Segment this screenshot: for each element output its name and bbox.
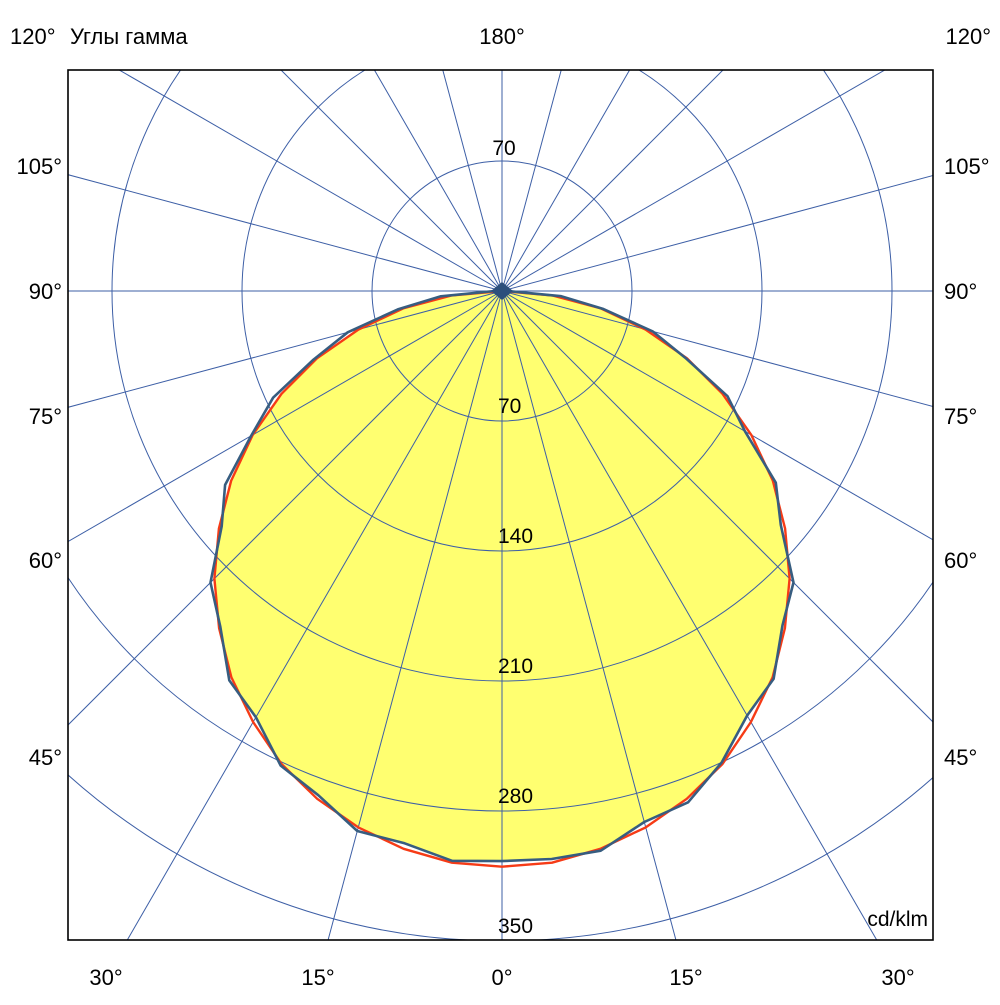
chart-title: Углы гамма [70, 24, 188, 49]
grid-ray [68, 290, 503, 726]
grid-ray [280, 70, 503, 292]
left-angle-label-90: 90° [29, 279, 62, 304]
corner-angle-top-right: 120° [945, 24, 991, 49]
grid-ray [501, 290, 677, 940]
polar-origin-marker [491, 282, 513, 300]
grid-ray [373, 70, 503, 292]
right-angle-label-60: 60° [944, 548, 977, 573]
bottom-angle-label-15: 15° [669, 965, 702, 990]
bottom-angle-label-30: 30° [89, 965, 122, 990]
bottom-angle-label-15: 15° [301, 965, 334, 990]
ring-label-350: 350 [498, 915, 533, 938]
left-angle-label-45: 45° [29, 745, 62, 770]
top-center-angle: 180° [479, 24, 525, 49]
ring-label-210: 210 [498, 655, 533, 678]
grid-ray [501, 70, 562, 292]
right-angle-label-45: 45° [944, 745, 977, 770]
grid-ray [501, 290, 933, 723]
intensity-curve-c90-c270 [209, 289, 795, 863]
grid-ray [501, 290, 878, 940]
ring-value-labels: 70 70 140 210 280 350 [492, 137, 533, 938]
units-label: cd/klm [867, 908, 928, 931]
left-angle-label-60: 60° [29, 548, 62, 573]
bottom-angle-label-0: 0° [491, 965, 512, 990]
grid-ray [501, 174, 933, 292]
grid-ray [327, 290, 503, 940]
grid-ray [118, 70, 503, 292]
ring-label-280: 280 [498, 785, 533, 808]
ring-label-140: 140 [498, 525, 533, 548]
bottom-angle-label-30: 30° [881, 965, 914, 990]
grid-ray [501, 70, 631, 292]
corner-angle-top-left: 120° [10, 24, 56, 49]
grid-ray [126, 290, 503, 940]
gamma-angle-labels: 105° 105° 90° 90° 75° 75° 60° 60° 45° 45° 30° 15° 0°… [16, 154, 989, 990]
ring-label-70: 70 [498, 395, 521, 418]
grid-ray [501, 70, 724, 292]
grid-ray [68, 290, 503, 543]
left-angle-label-75: 75° [29, 404, 62, 429]
plot-frame [67, 69, 934, 941]
ring-label-upper-70: 70 [492, 137, 515, 160]
grid-ray [501, 70, 886, 292]
grid-ray [68, 290, 503, 408]
left-angle-label-105: 105° [16, 154, 62, 179]
grid-ray [442, 70, 503, 292]
right-angle-label-75: 75° [944, 404, 977, 429]
right-angle-label-105: 105° [944, 154, 990, 179]
right-angle-label-90: 90° [944, 279, 977, 304]
grid-ray [501, 290, 933, 408]
grid-ray [501, 290, 933, 541]
grid-ray [68, 174, 503, 292]
